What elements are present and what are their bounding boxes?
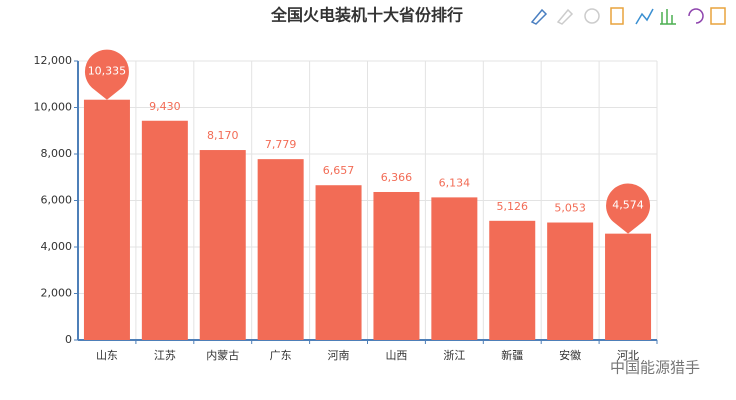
chart-title: 全国火电装机十大省份排行: [270, 6, 463, 25]
bar: [373, 191, 420, 340]
bar: [257, 159, 304, 340]
bar: [141, 120, 188, 340]
y-tick-label: 2,000: [41, 287, 73, 300]
value-label: 6,657: [323, 164, 355, 177]
tool-icon[interactable]: [710, 7, 726, 25]
x-tick-label: 内蒙古: [206, 348, 239, 362]
tool-icon[interactable]: [530, 8, 548, 25]
y-tick-label: 0: [65, 333, 72, 346]
y-tick-label: 10,000: [34, 101, 73, 114]
tool-icon[interactable]: [688, 8, 704, 24]
x-tick-label: 河北: [617, 349, 639, 362]
value-label: 5,126: [497, 200, 529, 213]
x-tick-label: 江苏: [154, 349, 176, 362]
value-label: 7,779: [265, 138, 297, 151]
value-label: 5,053: [554, 202, 586, 215]
y-tick-label: 8,000: [41, 147, 73, 160]
y-tick-label: 6,000: [41, 194, 73, 207]
mark-point-label: 10,335: [88, 65, 127, 78]
toolbox[interactable]: [530, 7, 726, 25]
bar: [431, 197, 478, 340]
x-tick-label: 安徽: [559, 348, 581, 362]
mark-point-pin: [606, 183, 651, 234]
bar: [199, 150, 246, 340]
bar: [315, 185, 362, 340]
x-tick-label: 山东: [96, 349, 118, 362]
watermark: 中国能源猎手: [610, 359, 700, 377]
mark-point-label: 4,574: [612, 199, 644, 212]
y-tick-label: 12,000: [34, 54, 73, 67]
x-tick-label: 广东: [270, 349, 292, 362]
value-label: 6,134: [439, 176, 471, 189]
x-tick-label: 河南: [328, 349, 350, 362]
bar: [83, 99, 130, 341]
value-label: 8,170: [207, 129, 239, 142]
bar: [547, 222, 594, 340]
bar: [605, 233, 652, 340]
bar: [489, 220, 536, 340]
tool-icon[interactable]: [660, 9, 676, 25]
tool-icon[interactable]: [635, 8, 654, 25]
tool-icon[interactable]: [610, 7, 624, 25]
tool-icon[interactable]: [584, 8, 600, 24]
tool-icon[interactable]: [556, 8, 574, 25]
value-label: 6,366: [381, 171, 413, 184]
y-tick-label: 4,000: [41, 240, 73, 253]
x-tick-label: 新疆: [501, 348, 523, 362]
mark-point-pin: [84, 49, 129, 100]
x-tick-label: 浙江: [443, 349, 465, 362]
value-label: 9,430: [149, 100, 181, 113]
x-tick-label: 山西: [385, 349, 407, 362]
